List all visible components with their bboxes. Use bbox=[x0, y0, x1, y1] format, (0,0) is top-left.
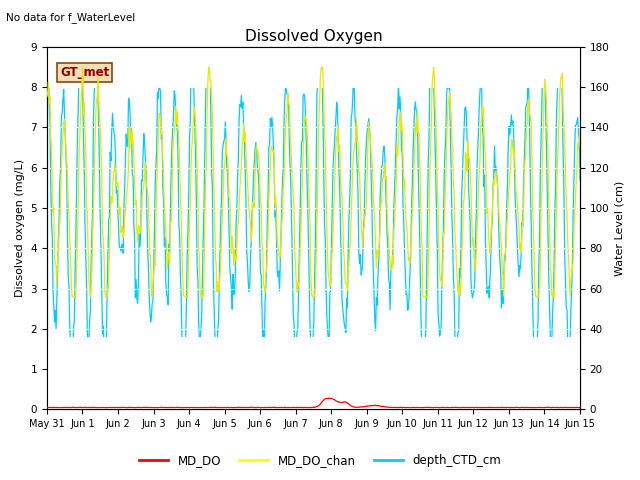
Bar bbox=[47, 47, 580, 87]
Y-axis label: Water Level (cm): Water Level (cm) bbox=[615, 180, 625, 276]
Title: Dissolved Oxygen: Dissolved Oxygen bbox=[244, 29, 382, 44]
Legend: MD_DO, MD_DO_chan, depth_CTD_cm: MD_DO, MD_DO_chan, depth_CTD_cm bbox=[134, 449, 506, 472]
Y-axis label: Dissolved oxygen (mg/L): Dissolved oxygen (mg/L) bbox=[15, 159, 25, 297]
Bar bbox=[47, 337, 580, 409]
Text: No data for f_WaterLevel: No data for f_WaterLevel bbox=[6, 12, 136, 23]
Text: GT_met: GT_met bbox=[60, 66, 109, 79]
